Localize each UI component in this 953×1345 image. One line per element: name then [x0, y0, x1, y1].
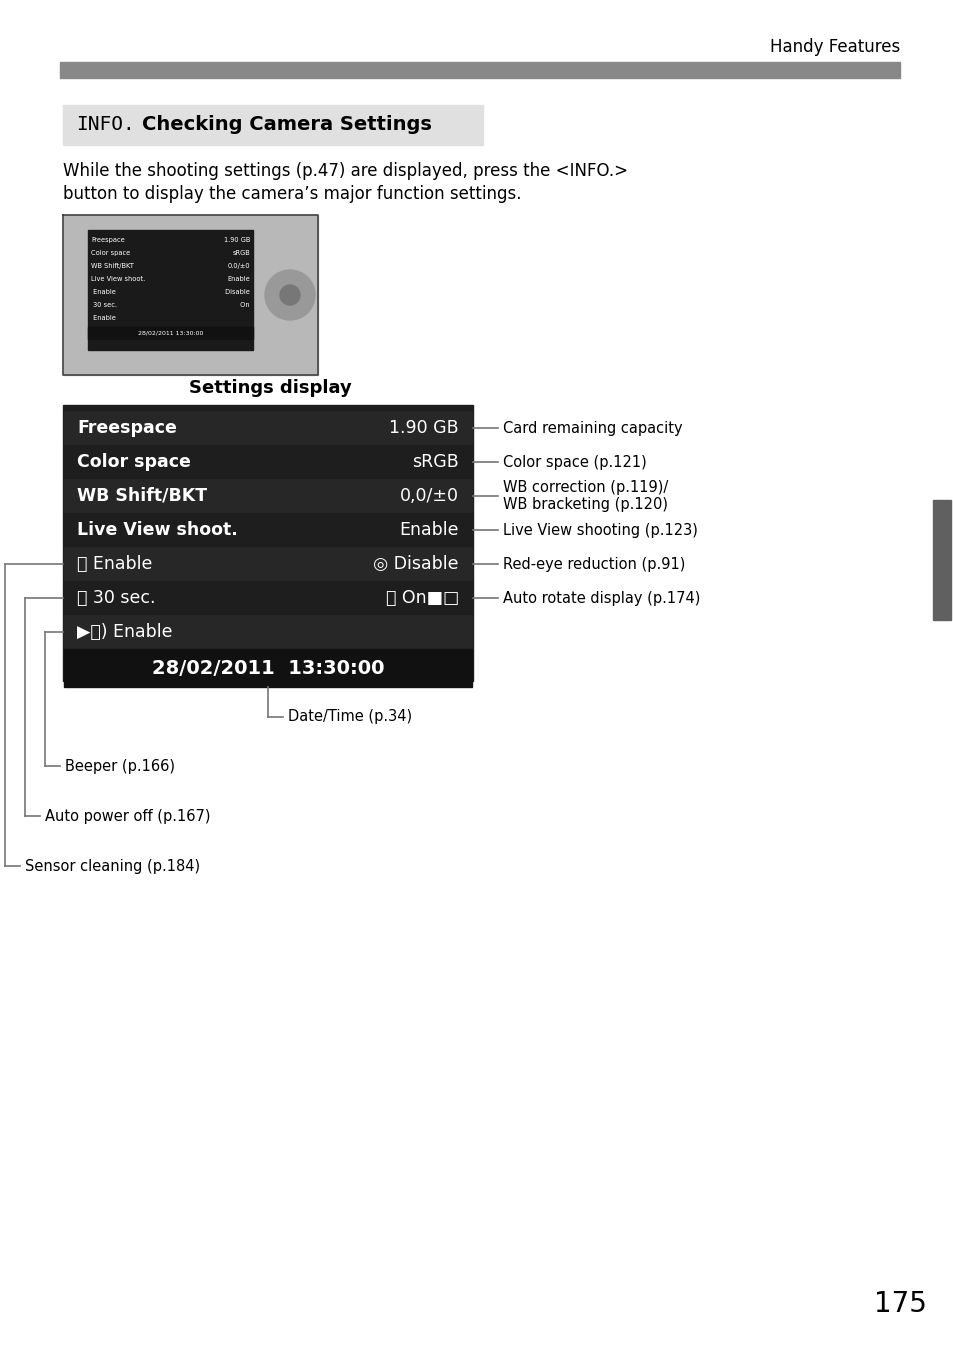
Text: 0,0/±0: 0,0/±0 — [399, 487, 458, 504]
Text: Freespace: Freespace — [77, 420, 176, 437]
Text: Enable: Enable — [227, 276, 250, 282]
Text: Auto rotate display (p.174): Auto rotate display (p.174) — [502, 590, 700, 605]
Text: 1.90 GB: 1.90 GB — [223, 237, 250, 243]
Text: Enable: Enable — [399, 521, 458, 539]
Text: Live View shoot.: Live View shoot. — [91, 276, 145, 282]
Bar — [63, 405, 473, 681]
Text: Sensor cleaning (p.184): Sensor cleaning (p.184) — [25, 858, 200, 873]
Text: Live View shoot.: Live View shoot. — [77, 521, 237, 539]
Text: WB Shift/BKT: WB Shift/BKT — [77, 487, 207, 504]
Text: Red-eye reduction (p.91): Red-eye reduction (p.91) — [502, 557, 684, 572]
Text: Settings display: Settings display — [189, 379, 351, 397]
Text: WB Shift/BKT: WB Shift/BKT — [91, 264, 133, 269]
Bar — [88, 230, 253, 350]
Text: Disable: Disable — [223, 289, 250, 295]
Text: Enable: Enable — [91, 315, 115, 321]
Text: ◎ Disable: ◎ Disable — [374, 555, 458, 573]
Circle shape — [280, 285, 299, 305]
Text: sRGB: sRGB — [232, 250, 250, 256]
Text: ⏰ 30 sec.: ⏰ 30 sec. — [77, 589, 155, 607]
Text: button to display the camera’s major function settings.: button to display the camera’s major fun… — [63, 186, 521, 203]
Text: Enable: Enable — [91, 289, 115, 295]
Text: sRGB: sRGB — [412, 453, 458, 471]
Bar — [64, 581, 472, 615]
Text: ⬜ Enable: ⬜ Enable — [77, 555, 152, 573]
Text: 175: 175 — [873, 1290, 925, 1318]
Circle shape — [265, 270, 314, 320]
Bar — [64, 650, 472, 687]
Text: Auto power off (p.167): Auto power off (p.167) — [45, 808, 211, 823]
Text: Checking Camera Settings: Checking Camera Settings — [142, 116, 432, 134]
Bar — [88, 327, 253, 339]
Bar — [63, 215, 317, 375]
Text: INFO.: INFO. — [76, 116, 134, 134]
Text: Color space: Color space — [91, 250, 131, 256]
Text: 30 sec.: 30 sec. — [91, 303, 117, 308]
Bar — [64, 445, 472, 479]
Bar — [64, 615, 472, 650]
Text: While the shooting settings (p.47) are displayed, press the <INFO.>: While the shooting settings (p.47) are d… — [63, 161, 627, 180]
Text: Color space (p.121): Color space (p.121) — [502, 455, 646, 469]
Text: 1.90 GB: 1.90 GB — [389, 420, 458, 437]
Text: Card remaining capacity: Card remaining capacity — [502, 421, 682, 436]
Text: WB correction (p.119)/
WB bracketing (p.120): WB correction (p.119)/ WB bracketing (p.… — [502, 480, 667, 512]
Bar — [64, 412, 472, 445]
Text: Date/Time (p.34): Date/Time (p.34) — [288, 710, 412, 725]
Text: Handy Features: Handy Features — [769, 38, 899, 56]
Bar — [60, 62, 899, 78]
Bar — [63, 105, 482, 145]
Text: Beeper (p.166): Beeper (p.166) — [65, 759, 174, 773]
Bar — [932, 500, 950, 620]
Text: 28/02/2011  13:30:00: 28/02/2011 13:30:00 — [152, 659, 384, 678]
Text: On: On — [238, 303, 250, 308]
Text: ⏰ On■□: ⏰ On■□ — [385, 589, 458, 607]
Text: ▶⧖) Enable: ▶⧖) Enable — [77, 623, 172, 642]
Bar — [64, 479, 472, 512]
Bar — [64, 512, 472, 547]
Bar — [64, 547, 472, 581]
Text: 0.0/±0: 0.0/±0 — [227, 264, 250, 269]
Text: Freespace: Freespace — [91, 237, 125, 243]
Text: 28/02/2011 13:30:00: 28/02/2011 13:30:00 — [137, 331, 203, 335]
Text: Live View shooting (p.123): Live View shooting (p.123) — [502, 522, 698, 538]
Text: Color space: Color space — [77, 453, 191, 471]
